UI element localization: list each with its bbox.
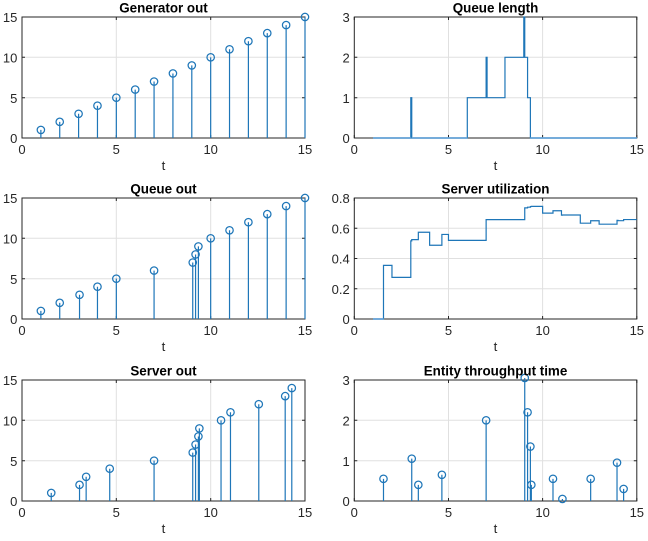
svg-text:5: 5 [10,454,17,469]
svg-text:10: 10 [535,323,549,338]
svg-text:15: 15 [630,505,644,520]
svg-text:15: 15 [630,142,644,157]
svg-text:10: 10 [203,323,217,338]
svg-text:10: 10 [203,505,217,520]
svg-text:0: 0 [351,142,358,157]
svg-text:1: 1 [342,454,349,469]
svg-text:5: 5 [445,505,452,520]
svg-text:0: 0 [18,505,25,520]
svg-text:t: t [494,521,498,536]
svg-text:0: 0 [18,142,25,157]
svg-text:0: 0 [18,323,25,338]
svg-text:1: 1 [342,91,349,106]
svg-text:15: 15 [298,142,312,157]
svg-text:5: 5 [113,142,120,157]
svg-text:t: t [162,521,166,536]
svg-text:3: 3 [342,10,349,25]
svg-text:0.4: 0.4 [332,252,350,267]
svg-text:0.2: 0.2 [332,282,350,297]
svg-text:0.8: 0.8 [332,191,350,206]
svg-text:0: 0 [351,323,358,338]
svg-text:5: 5 [113,323,120,338]
svg-text:5: 5 [10,91,17,106]
svg-text:15: 15 [3,10,17,25]
svg-text:15: 15 [3,191,17,206]
svg-text:t: t [162,158,166,173]
svg-text:10: 10 [3,414,17,429]
svg-text:Server utilization: Server utilization [442,181,550,196]
svg-text:t: t [494,339,498,354]
svg-text:Queue length: Queue length [453,0,539,15]
svg-text:5: 5 [10,272,17,287]
svg-text:2: 2 [342,51,349,66]
svg-text:0: 0 [342,312,349,327]
svg-text:Generator out: Generator out [119,0,208,15]
svg-text:15: 15 [298,323,312,338]
svg-text:0: 0 [10,312,17,327]
svg-text:0: 0 [342,131,349,146]
svg-text:Entity throughput time: Entity throughput time [424,363,568,378]
svg-text:0: 0 [10,131,17,146]
svg-text:10: 10 [3,51,17,66]
svg-text:0: 0 [10,494,17,509]
svg-text:t: t [494,158,498,173]
svg-text:0: 0 [342,494,349,509]
svg-text:10: 10 [535,142,549,157]
svg-text:10: 10 [3,232,17,247]
svg-text:5: 5 [113,505,120,520]
svg-text:2: 2 [342,414,349,429]
svg-text:Server out: Server out [130,363,197,378]
svg-text:5: 5 [445,142,452,157]
svg-text:10: 10 [535,505,549,520]
svg-text:0: 0 [351,505,358,520]
svg-text:15: 15 [298,505,312,520]
svg-text:3: 3 [342,373,349,388]
svg-text:5: 5 [445,323,452,338]
svg-text:0.6: 0.6 [332,221,350,236]
svg-text:10: 10 [203,142,217,157]
svg-text:15: 15 [3,373,17,388]
svg-text:15: 15 [630,323,644,338]
svg-text:t: t [162,339,166,354]
svg-text:Queue out: Queue out [130,181,197,196]
